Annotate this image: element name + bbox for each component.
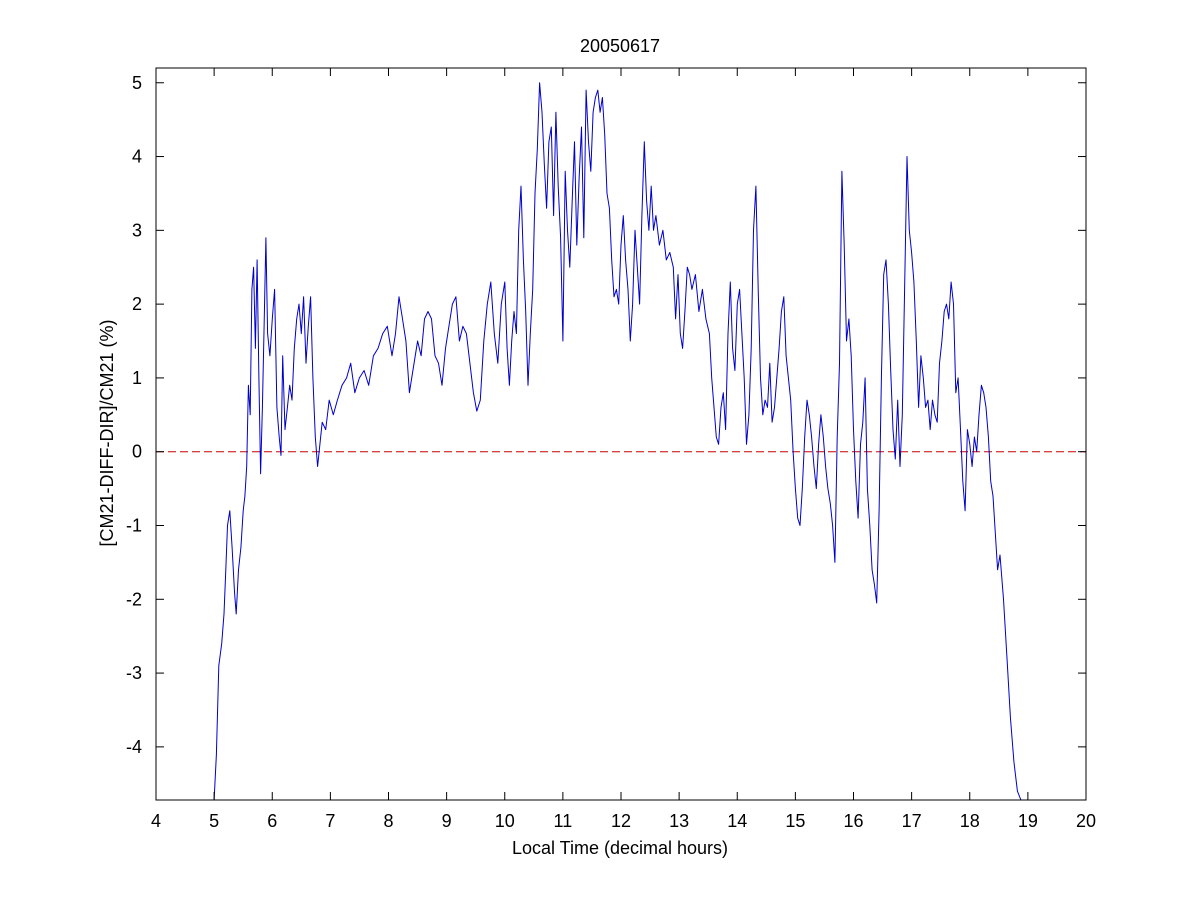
y-tick-label: 3 <box>132 220 142 240</box>
y-tick-label: -3 <box>126 663 142 683</box>
x-tick-label: 9 <box>442 811 452 831</box>
y-axis-label: [CM21-DIFF-DIR]/CM21 (%) <box>97 319 117 546</box>
y-tick-label: 2 <box>132 294 142 314</box>
chart-title: 20050617 <box>580 36 660 56</box>
x-tick-label: 12 <box>611 811 631 831</box>
plot-area <box>156 68 1086 800</box>
x-tick-label: 19 <box>1018 811 1038 831</box>
x-tick-label: 18 <box>960 811 980 831</box>
x-axis: 4 5 6 7 8 9 10 11 12 13 14 15 16 17 18 19 20 <box>151 68 1096 831</box>
x-tick-label: 17 <box>902 811 922 831</box>
y-tick-label: -2 <box>126 589 142 609</box>
y-axis: -4 -3 -2 -1 0 1 2 3 4 5 <box>126 73 1086 757</box>
x-axis-label: Local Time (decimal hours) <box>512 838 728 858</box>
series-line-1 <box>213 82 1022 801</box>
x-tick-label: 7 <box>325 811 335 831</box>
x-tick-label: 11 <box>554 811 573 831</box>
y-tick-label: 1 <box>132 368 142 388</box>
x-tick-label: 4 <box>151 811 161 831</box>
y-tick-label: -4 <box>126 737 142 757</box>
x-tick-label: 15 <box>785 811 805 831</box>
y-tick-label: -1 <box>126 516 142 536</box>
x-tick-label: 6 <box>267 811 277 831</box>
x-tick-label: 8 <box>383 811 393 831</box>
x-tick-label: 13 <box>669 811 689 831</box>
y-tick-label: 5 <box>132 73 142 93</box>
x-tick-label: 14 <box>727 811 747 831</box>
x-tick-label: 20 <box>1076 811 1096 831</box>
x-tick-label: 5 <box>209 811 219 831</box>
y-tick-label: 4 <box>132 147 142 167</box>
x-tick-label: 16 <box>843 811 863 831</box>
x-tick-label: 10 <box>495 811 515 831</box>
y-tick-label: 0 <box>132 442 142 462</box>
